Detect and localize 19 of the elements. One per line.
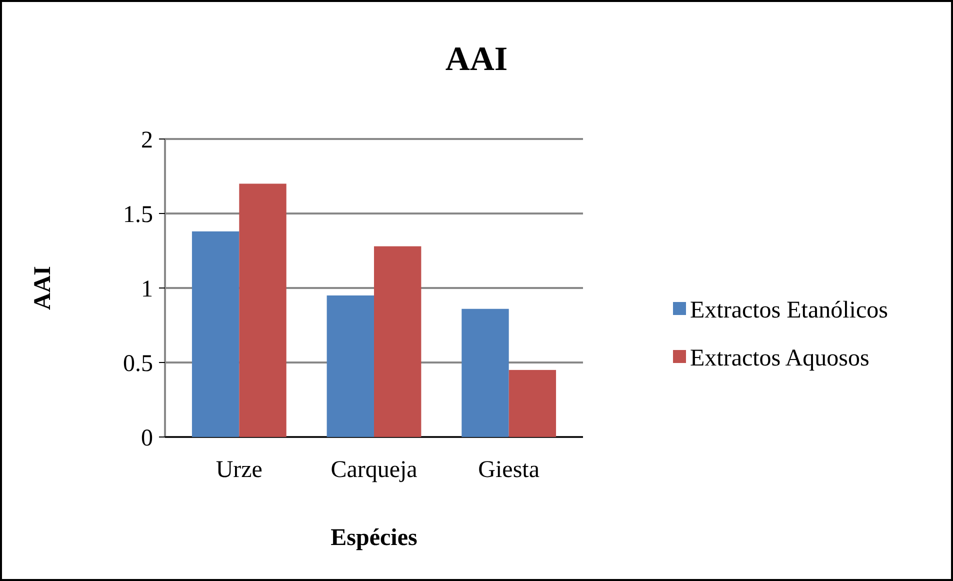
legend-label: Extractos Etanólicos <box>690 297 888 324</box>
legend-label: Extractos Aquosos <box>690 345 870 372</box>
y-tick-label: 1 <box>141 276 153 302</box>
chart-title: AAI <box>445 41 508 78</box>
y-tick-label: 0.5 <box>123 350 153 377</box>
y-axis-title: AAI <box>30 266 56 310</box>
y-tick-label: 2 <box>141 127 153 154</box>
x-tick-label: Urze <box>216 457 262 483</box>
bar <box>374 246 422 437</box>
y-tick-label: 0 <box>141 425 153 452</box>
bar <box>462 308 509 437</box>
bar <box>508 370 556 437</box>
y-tick-label: 1.5 <box>123 202 153 228</box>
bar <box>239 184 286 437</box>
x-tick-label: Carqueja <box>330 457 418 483</box>
x-tick-label: Giesta <box>478 457 540 483</box>
bar <box>326 295 374 437</box>
x-axis-title: Espécies <box>330 525 418 551</box>
bar <box>192 231 240 437</box>
